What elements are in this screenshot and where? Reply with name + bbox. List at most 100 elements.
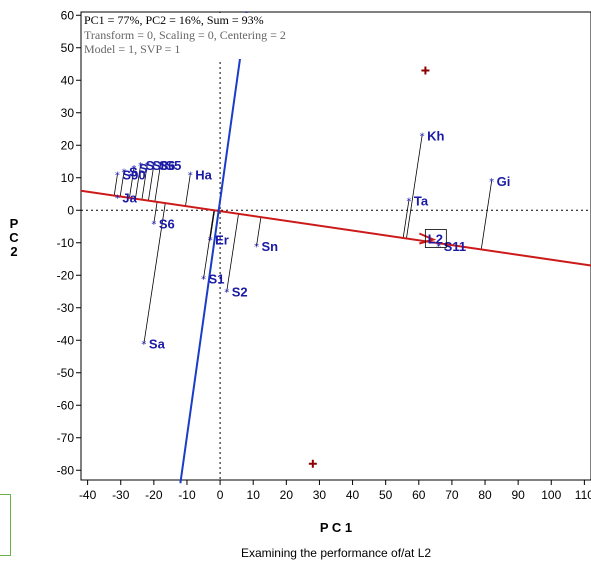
side-panel-edge bbox=[0, 494, 11, 556]
plot-border bbox=[80, 11, 591, 481]
x-tick-label: 70 bbox=[445, 488, 459, 502]
genotype-label: Ja bbox=[122, 190, 137, 205]
y-tick-label: -80 bbox=[57, 463, 75, 477]
ata-arrow-head bbox=[418, 232, 437, 245]
x-tick-label: 60 bbox=[412, 488, 426, 502]
info-line-3: Model = 1, SVP = 1 bbox=[84, 42, 180, 56]
genotype-projection bbox=[119, 171, 125, 197]
genotype-label: S6 bbox=[159, 216, 175, 231]
genotype-marker: * bbox=[115, 193, 120, 204]
y-tick-label: -60 bbox=[57, 398, 75, 412]
x-tick-label: 30 bbox=[313, 488, 327, 502]
x-tick-label: 90 bbox=[511, 488, 525, 502]
x-axis: -40 -30 -20 -10 0 10 20 30 40 50 60 70 80 90 100 110 bbox=[79, 480, 591, 502]
zero-reference-lines bbox=[81, 12, 591, 480]
genotype-label: S86 bbox=[152, 158, 175, 173]
genotype-marker: * bbox=[141, 340, 146, 351]
genotype-projection bbox=[256, 217, 262, 247]
ata-lines bbox=[80, 11, 591, 484]
genotype-projection bbox=[129, 167, 135, 198]
genotype-projection bbox=[141, 164, 148, 200]
y-tick-label: 40 bbox=[61, 73, 75, 87]
y-tick-label: 20 bbox=[61, 138, 75, 152]
genotype-projection bbox=[480, 180, 493, 250]
y-tick-label: -10 bbox=[57, 236, 75, 250]
y-tick-label: -20 bbox=[57, 268, 75, 282]
x-tick-label: 80 bbox=[478, 488, 492, 502]
highlight-label: L2 bbox=[428, 232, 443, 247]
x-tick-label: -20 bbox=[145, 488, 163, 502]
genotype-marker: * bbox=[138, 161, 143, 172]
genotype-marker: * bbox=[122, 167, 127, 178]
genotype-projection bbox=[135, 164, 142, 199]
x-tick-label: 40 bbox=[346, 488, 360, 502]
genotype-label: Ha bbox=[195, 168, 212, 183]
genotype-label: Ta bbox=[414, 194, 429, 209]
genotype-label: Sa bbox=[149, 337, 166, 352]
genotype-marker: * bbox=[158, 161, 163, 172]
projection-lines bbox=[113, 135, 493, 344]
x-axis-title: P C 1 bbox=[320, 520, 352, 535]
y-tick-label: 10 bbox=[61, 171, 75, 185]
genotype-marker: * bbox=[489, 177, 494, 188]
genotype-projection bbox=[209, 210, 215, 240]
y-axis-title-char: C bbox=[9, 230, 19, 245]
genotype-label: S90 bbox=[122, 168, 145, 183]
y-tick-label: 60 bbox=[61, 8, 75, 22]
genotype-label: S bbox=[129, 164, 138, 179]
x-tick-label: -40 bbox=[79, 488, 97, 502]
genotype-label: Sn bbox=[262, 239, 279, 254]
chart-caption: Examining the performance of/at L2 bbox=[241, 546, 431, 560]
genotype-marker: * bbox=[224, 288, 229, 299]
genotype-marker: * bbox=[208, 236, 213, 247]
genotype-projection bbox=[154, 164, 161, 202]
x-tick-label: 0 bbox=[217, 488, 224, 502]
genotype-marker: * bbox=[131, 164, 136, 175]
genotype-projection bbox=[402, 200, 410, 239]
environment-marker bbox=[308, 459, 317, 468]
genotype-marker: * bbox=[115, 171, 120, 182]
environment-points bbox=[308, 66, 430, 468]
perpendicular-axis bbox=[179, 11, 248, 484]
genotype-label: S5 bbox=[165, 158, 181, 173]
x-tick-label: -10 bbox=[178, 488, 196, 502]
genotype-projection bbox=[185, 174, 191, 207]
x-tick-label: -30 bbox=[112, 488, 130, 502]
genotype-label: S bbox=[159, 158, 168, 173]
genotype-projection bbox=[113, 174, 118, 196]
y-tick-label: 0 bbox=[67, 203, 74, 217]
genotype-label: Gi bbox=[497, 174, 511, 189]
genotype-marker: * bbox=[406, 197, 411, 208]
genotype-projection bbox=[153, 201, 158, 224]
y-tick-label: 30 bbox=[61, 106, 75, 120]
y-tick-label: -40 bbox=[57, 333, 75, 347]
y-tick-label: -50 bbox=[57, 366, 75, 380]
info-box-bg bbox=[82, 13, 344, 59]
genotype-label: Er bbox=[215, 233, 229, 248]
highlight-environment: L2 bbox=[424, 229, 447, 248]
genotype-label: S11 bbox=[444, 239, 466, 254]
x-tick-label: 100 bbox=[541, 488, 561, 502]
genotype-label: Kh bbox=[427, 129, 444, 144]
plot-area bbox=[80, 11, 591, 481]
info-line-2: Transform = 0, Scaling = 0, Centering = … bbox=[84, 28, 286, 42]
genotype-label: S bbox=[146, 158, 155, 173]
genotype-marker: * bbox=[254, 242, 259, 253]
genotype-projection bbox=[226, 213, 239, 292]
genotype-marker: * bbox=[151, 219, 156, 230]
info-line-1: PC1 = 77%, PC2 = 16%, Sum = 93% bbox=[84, 13, 264, 27]
x-tick-label: 50 bbox=[379, 488, 393, 502]
genotype-marker: * bbox=[420, 132, 425, 143]
y-tick-label: -70 bbox=[57, 431, 75, 445]
genotype-marker: * bbox=[145, 161, 150, 172]
genotype-marker: * bbox=[201, 275, 206, 286]
genotype-projection bbox=[203, 210, 215, 279]
y-axis-title-char: P bbox=[10, 216, 19, 231]
svg-text:PC2: PC2 bbox=[9, 216, 19, 259]
genotype-projection bbox=[148, 164, 155, 201]
y-axis-title-char: 2 bbox=[10, 244, 17, 259]
y-axis: 60 50 40 30 20 10 0 -10 -20 -30 -40 -50 -60 -70 -80 bbox=[57, 8, 81, 477]
y-tick-label: 50 bbox=[61, 41, 75, 55]
genotype-label: S2 bbox=[232, 285, 248, 300]
